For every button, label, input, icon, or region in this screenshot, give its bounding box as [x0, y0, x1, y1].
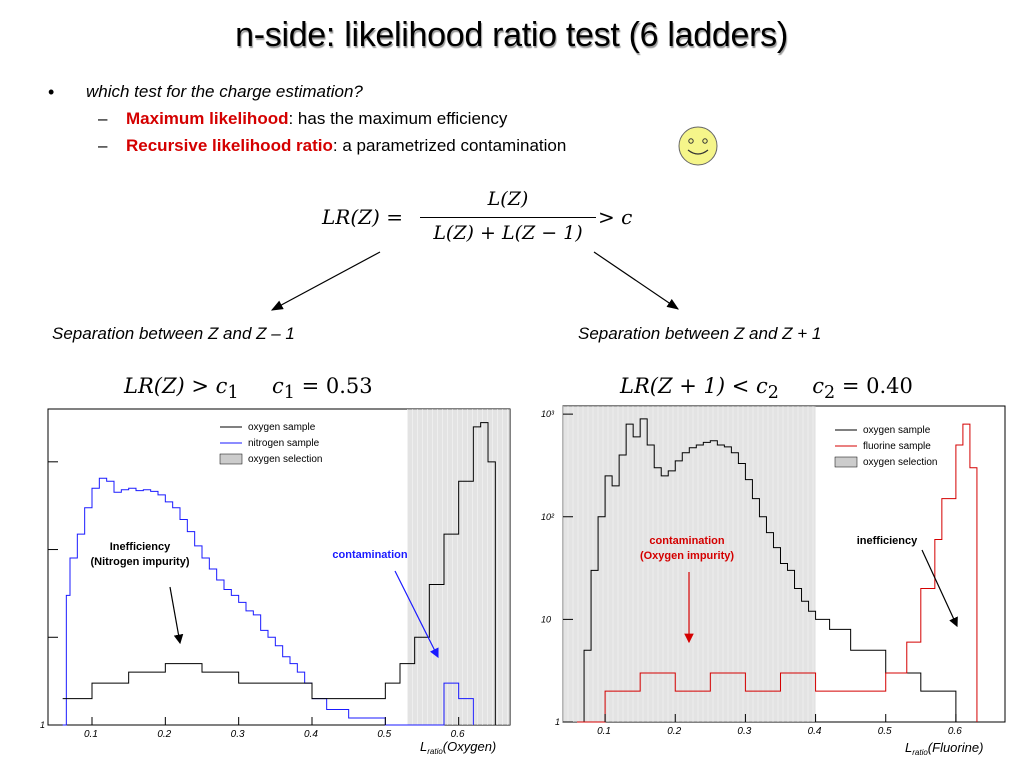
left-cond-value: = 0.53 [301, 374, 373, 398]
annotation-arrow [169, 586, 184, 645]
y-tick-label: 1 [40, 720, 45, 730]
left-heading: Separation between Z and Z – 1 [52, 324, 295, 343]
x-tick-label: 0.2 [157, 729, 171, 740]
x-tick-label: 0.1 [597, 726, 611, 737]
selection-region [407, 409, 510, 725]
x-tick-label: 0.5 [377, 729, 391, 740]
series-oxygen-sample [577, 418, 957, 723]
formula-denominator: L(Z) + L(Z − 1) [433, 222, 583, 244]
x-tick-label: 0.5 [878, 726, 892, 737]
sub-bullet-2: Recursive likelihood ratio: a parametriz… [126, 136, 566, 156]
formula-rhs: > c [598, 205, 633, 229]
legend-entry: oxygen selection [248, 454, 323, 465]
x-title-sub: ratio [912, 748, 928, 757]
series-oxygen-sample [62, 422, 496, 725]
page-title: n-side: likelihood ratio test (6 ladders… [235, 16, 788, 54]
selection-region [563, 406, 816, 722]
term-1: Maximum likelihood [126, 109, 289, 128]
legend-entry: nitrogen sample [248, 438, 320, 449]
sub-bullet-1: Maximum likelihood: has the maximum effi… [126, 109, 507, 129]
annotation-arrow [921, 549, 958, 628]
rest-2: : a parametrized contamination [332, 136, 567, 155]
dash-2: – [98, 136, 108, 155]
series-fluorine-sample [577, 423, 978, 723]
legend-swatch [219, 453, 243, 465]
left-cond-csub: 1 [283, 383, 295, 404]
right-cond-sub: 2 [767, 383, 779, 404]
formula-lhs: LR(Z) = [322, 205, 403, 229]
term-2: Recursive likelihood ratio [126, 136, 333, 155]
x-tick-label: 0.4 [304, 729, 318, 740]
right-heading: Separation between Z and Z + 1 [578, 324, 822, 343]
right-cond-expr: LR(Z + 1) < c [620, 374, 768, 398]
formula-numerator: L(Z) [487, 188, 529, 210]
fraction-bar [420, 217, 596, 218]
left-cond-expr: LR(Z) > c [124, 374, 228, 398]
bullet-dot: • [48, 82, 55, 102]
x-title-main: L [905, 740, 912, 755]
x-tick-label: 0.4 [808, 726, 822, 737]
chart-right-svg: 0.1 0.2 0.3 0.4 0.5 0.6 1 10 10² 10³ oxygen sample… [541, 405, 1006, 757]
legend-entry: oxygen selection [863, 457, 938, 468]
right-cond-csub: 2 [824, 383, 836, 404]
x-title-arg: (Fluorine) [928, 740, 984, 755]
legend-entry: oxygen sample [863, 425, 931, 436]
annotation-text: contamination [649, 535, 724, 547]
legend-entry: fluorine sample [863, 441, 931, 452]
annotation-text: Inefficiency [110, 541, 171, 553]
annotation-arrow [394, 570, 439, 659]
legend-entry: oxygen sample [248, 422, 316, 433]
left-condition: LR(Z) > c1 c1 = 0.53 [124, 374, 373, 403]
annotation-text: inefficiency [857, 535, 918, 547]
left-cond-sub: 1 [227, 383, 239, 404]
annotation-text: contamination [332, 549, 407, 561]
arrow-right [593, 251, 679, 310]
annotation-text: (Nitrogen impurity) [91, 556, 190, 568]
x-title-main: L [420, 739, 427, 754]
chart-right: 0.1 0.2 0.3 0.4 0.5 0.6 1 10 10² 10³ oxygen sample… [537, 400, 1015, 760]
dash-1: – [98, 109, 108, 128]
rest-1: : has the maximum efficiency [288, 109, 508, 128]
annotation-text: (Oxygen impurity) [640, 550, 734, 562]
x-tick-label: 0.6 [451, 729, 465, 740]
x-axis-title: Lratio(Fluorine) [905, 740, 983, 757]
x-tick-label: 0.3 [737, 726, 751, 737]
x-tick-label: 0.2 [667, 726, 681, 737]
left-cond-cname: c [271, 374, 284, 398]
x-title-sub: ratio [427, 747, 443, 756]
y-tick-label: 1 [555, 717, 560, 727]
right-cond-cname: c [812, 374, 825, 398]
y-tick-label: 10³ [541, 409, 555, 419]
x-tick-label: 0.6 [948, 726, 962, 737]
x-tick-label: 0.1 [84, 729, 98, 740]
smiley-face-icon [678, 126, 718, 166]
legend-swatch [834, 456, 858, 468]
y-tick-label: 10 [541, 614, 551, 624]
right-cond-value: = 0.40 [841, 374, 913, 398]
arrow-left [270, 251, 381, 311]
x-axis-title: Lratio(Oxygen) [420, 739, 496, 756]
y-tick-label: 10² [541, 512, 555, 522]
bullet-question: which test for the charge estimation? [86, 82, 363, 101]
x-title-arg: (Oxygen) [443, 739, 496, 754]
x-tick-label: 0.3 [231, 729, 245, 740]
right-condition: LR(Z + 1) < c2 c2 = 0.40 [620, 374, 913, 403]
